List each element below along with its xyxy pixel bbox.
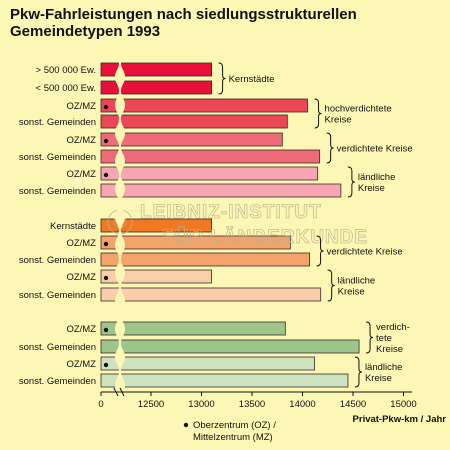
group-label: Kreise <box>325 115 352 126</box>
group-label: Kernstädte <box>229 74 275 85</box>
group-bracket <box>347 166 355 198</box>
watermark: LEIBNIZ-INSTITUT FÜR LÄNDERKUNDE <box>107 202 368 248</box>
bar <box>100 356 316 371</box>
chart-title-line-2: Gemeindetypen 1993 <box>10 23 161 40</box>
group-label: ländliche <box>358 172 396 183</box>
category-label: sonst. Gemeinden <box>19 152 96 163</box>
legend-line-1: Oberzentrum (OZ) / <box>193 420 276 431</box>
category-label: OZ/MZ <box>66 272 96 283</box>
bar <box>100 62 212 77</box>
group-bracket <box>354 356 362 388</box>
bar <box>100 269 212 284</box>
bar <box>100 373 349 388</box>
category-label: sonst. Gemeinden <box>19 290 96 301</box>
bar <box>100 252 310 267</box>
chart-title: Pkw-Fahrleistungen nach siedlungsstruktu… <box>10 6 440 40</box>
bar <box>100 80 212 95</box>
oz-marker-icon <box>103 241 109 247</box>
category-label: > 500 000 Ew. <box>36 65 96 76</box>
category-label: OZ/MZ <box>66 135 96 146</box>
group-bracket <box>314 98 322 129</box>
x-axis: 0 12500 13000 13500 14000 14500 15000 Privat-Pk… <box>98 387 447 425</box>
x-tick-label: 14000 <box>289 399 315 410</box>
group-label: ländliche <box>338 276 376 287</box>
bar <box>100 183 342 198</box>
group-label: Kreise <box>358 183 385 194</box>
group-bracket <box>326 132 334 164</box>
group-label: verdichtete Kreise <box>337 144 413 155</box>
group-brackets-layer: KernstädtehochverdichteteKreiseverdichte… <box>218 62 413 388</box>
oz-marker-icon <box>103 327 109 333</box>
bar <box>100 287 322 302</box>
bar <box>100 132 283 147</box>
bar <box>100 114 288 129</box>
oz-marker-icon <box>103 275 109 281</box>
category-label: OZ/MZ <box>66 324 96 335</box>
x-tick-label: 12500 <box>138 399 164 410</box>
group-bracket <box>366 321 374 354</box>
bar <box>100 166 319 181</box>
group-label: hochverdichtete <box>325 104 392 115</box>
oz-marker-icon <box>103 172 109 178</box>
x-tick-label: 15000 <box>390 399 416 410</box>
bar <box>100 149 321 164</box>
group-bracket <box>218 62 226 95</box>
category-label: sonst. Gemeinden <box>19 117 96 128</box>
x-tick-label: 13500 <box>239 399 265 410</box>
bar <box>100 235 291 250</box>
axis-break-band <box>115 56 125 392</box>
watermark-line-1: LEIBNIZ-INSTITUT <box>140 202 322 223</box>
x-axis-label: Privat-Pkw-km / Jahr <box>353 414 447 425</box>
watermark-line-2: FÜR LÄNDERKUNDE <box>162 227 368 248</box>
category-label: Kernstädte <box>50 221 96 232</box>
axis-break-layer <box>115 56 125 392</box>
group-bracket <box>327 269 335 302</box>
group-bracket <box>316 235 324 267</box>
chart-title-line-1: Pkw-Fahrleistungen nach siedlungsstruktu… <box>10 6 357 23</box>
category-label: OZ/MZ <box>66 238 96 249</box>
category-label: OZ/MZ <box>66 359 96 370</box>
group-label: ländliche <box>365 362 403 373</box>
group-label: Kreise <box>376 344 403 355</box>
group-label: Kreise <box>338 287 365 298</box>
legend-line-2: Mittelzentrum (MZ) <box>193 432 273 443</box>
oz-marker-icon <box>103 138 109 144</box>
x-tick-label: 14500 <box>340 399 366 410</box>
group-label: tete <box>376 333 392 344</box>
category-labels-layer: > 500 000 Ew. < 500 000 Ew. OZ/MZ sonst. Ge… <box>19 65 96 387</box>
group-label: verdichtete Kreise <box>327 247 403 258</box>
category-label: OZ/MZ <box>66 169 96 180</box>
category-label: sonst. Gemeinden <box>19 342 96 353</box>
oz-marker-legend-icon <box>183 422 189 428</box>
axis-break-mark <box>113 387 125 397</box>
oz-marker-icon <box>103 362 109 368</box>
x-tick-label: 13000 <box>188 399 214 410</box>
x-tick-label: 0 <box>98 399 103 410</box>
bar <box>100 98 308 113</box>
group-label: verdich- <box>376 322 410 333</box>
category-label: OZ/MZ <box>66 101 96 112</box>
bar <box>100 339 360 354</box>
bar <box>100 218 212 233</box>
bars-layer <box>100 62 360 388</box>
category-label: sonst. Gemeinden <box>19 255 96 266</box>
group-label: Kreise <box>365 373 392 384</box>
legend: Oberzentrum (OZ) / Mittelzentrum (MZ) <box>183 420 276 443</box>
bar <box>100 321 286 336</box>
oz-marker-icon <box>103 104 109 110</box>
category-label: < 500 000 Ew. <box>36 83 96 94</box>
category-label: sonst. Gemeinden <box>19 376 96 387</box>
category-label: sonst. Gemeinden <box>19 186 96 197</box>
